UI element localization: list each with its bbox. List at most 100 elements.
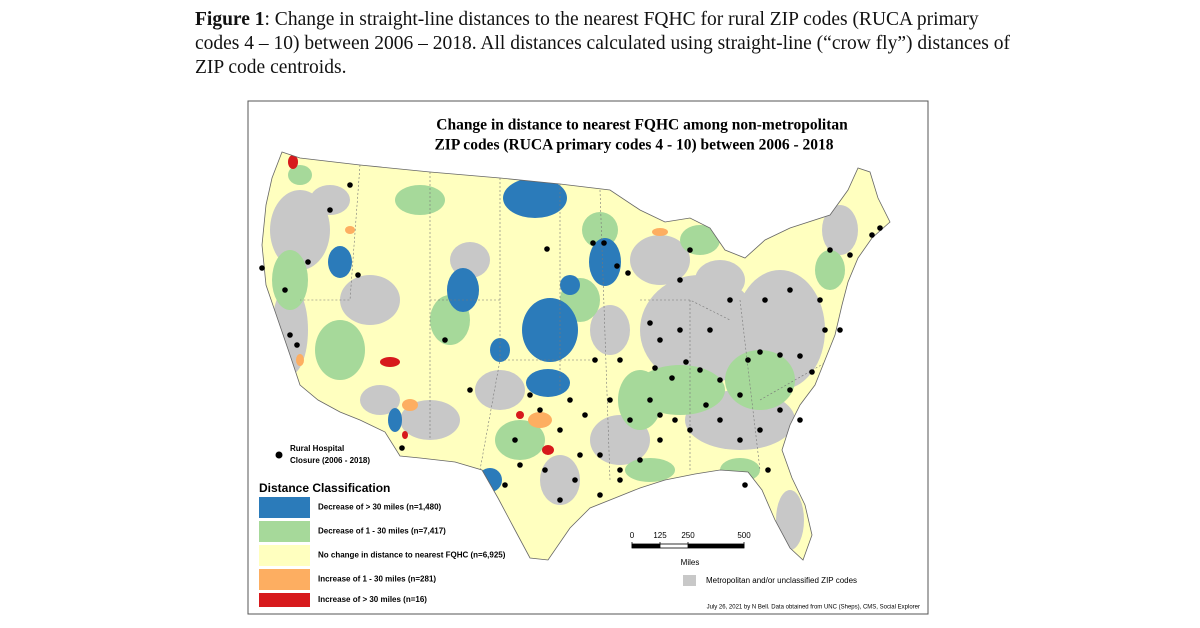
legend-label: Increase of > 30 miles (n=16) (318, 595, 427, 604)
zip-region (542, 445, 554, 455)
closure-dot (677, 277, 683, 283)
closure-dot (557, 497, 563, 503)
closure-dot (542, 467, 548, 473)
zip-region (380, 357, 400, 367)
closure-dot (590, 240, 596, 246)
closure-dot (527, 392, 533, 398)
credit: July 26, 2021 by N Bell. Data obtained f… (707, 605, 920, 611)
scale-tick-label: 0 (630, 531, 635, 540)
scale-tick-label: 250 (681, 531, 695, 540)
zip-region (815, 250, 845, 290)
closure-dot (294, 342, 300, 348)
closure-dot (517, 462, 523, 468)
closure-dot (797, 417, 803, 423)
closure-dot (512, 437, 518, 443)
closure-dot (282, 287, 288, 293)
zip-region (695, 260, 745, 300)
closure-dot (305, 259, 311, 265)
zip-region (288, 165, 312, 185)
zip-region (388, 408, 402, 432)
zip-region (360, 385, 400, 415)
zip-region (589, 238, 621, 286)
closure-dot (745, 357, 751, 363)
closure-dot (787, 287, 793, 293)
closure-dot (697, 367, 703, 373)
caption-label: Figure 1 (195, 9, 265, 30)
state-border (300, 164, 361, 301)
closure-dot (572, 477, 578, 483)
closure-dot (657, 437, 663, 443)
closure-dot (757, 349, 763, 355)
closure-dot (669, 375, 675, 381)
closure-dot (592, 357, 598, 363)
closure-dot (582, 412, 588, 418)
legend-label: Decrease of 1 - 30 miles (n=7,417) (318, 527, 446, 536)
zip-region (345, 226, 355, 234)
zip-region (652, 228, 668, 236)
state-border (599, 189, 611, 481)
legend-label: Increase of 1 - 30 miles (n=281) (318, 575, 436, 584)
legend-label: No change in distance to nearest FQHC (n… (318, 551, 506, 560)
closure-dot (657, 412, 663, 418)
closure-dot (677, 327, 683, 333)
zip-region (495, 420, 545, 460)
closure-dot (837, 327, 843, 333)
scale-bar: 0 125 250 500 (630, 531, 751, 549)
zip-region (516, 411, 524, 419)
closure-dot (597, 452, 603, 458)
legend-swatch (259, 497, 310, 518)
closure-dot (287, 332, 293, 338)
closure-dot (762, 297, 768, 303)
closure-dot (355, 272, 361, 278)
closure-dot (687, 427, 693, 433)
closure-dot (577, 452, 583, 458)
closure-dot (597, 492, 603, 498)
zip-region (625, 458, 675, 482)
zip-region (540, 455, 580, 505)
closure-dot (707, 327, 713, 333)
closure-dot (652, 365, 658, 371)
closure-dot (742, 482, 748, 488)
zip-region (526, 369, 570, 397)
closure-dot (442, 337, 448, 343)
closure-dot (607, 397, 613, 403)
closure-dot (502, 482, 508, 488)
zip-region (315, 320, 365, 380)
closure-dot (557, 427, 563, 433)
closure-dot (687, 247, 693, 253)
caption-text: : Change in straight-line distances to t… (195, 9, 1010, 78)
closure-dot (637, 457, 643, 463)
closure-dot (657, 337, 663, 343)
closure-dot (467, 387, 473, 393)
closure-dot (703, 402, 709, 408)
closure-dot (869, 232, 875, 238)
metro-swatch (683, 575, 696, 586)
closure-dot (601, 240, 607, 246)
closure-dot (537, 407, 543, 413)
closure-dot (614, 263, 620, 269)
closure-dot (777, 407, 783, 413)
closure-dot (737, 392, 743, 398)
scale-tick-label: 125 (653, 531, 667, 540)
closure-dot (777, 352, 783, 358)
closure-dot (797, 353, 803, 359)
closure-dot (817, 297, 823, 303)
zip-region (560, 275, 580, 295)
legend-swatch (259, 593, 310, 607)
closure-dot (683, 359, 689, 365)
closure-dot (672, 417, 678, 423)
closure-dot (347, 182, 353, 188)
legend-label: Decrease of > 30 miles (n=1,480) (318, 503, 442, 512)
zip-region (725, 350, 795, 410)
closure-dot (727, 297, 733, 303)
closure-dot (787, 387, 793, 393)
closure-dot (765, 467, 771, 473)
zip-region (288, 155, 298, 169)
closure-dot (737, 437, 743, 443)
zip-region (270, 190, 330, 270)
closure-dot (822, 327, 828, 333)
closure-dot (647, 397, 653, 403)
zip-region (475, 370, 525, 410)
closure-dot (567, 397, 573, 403)
